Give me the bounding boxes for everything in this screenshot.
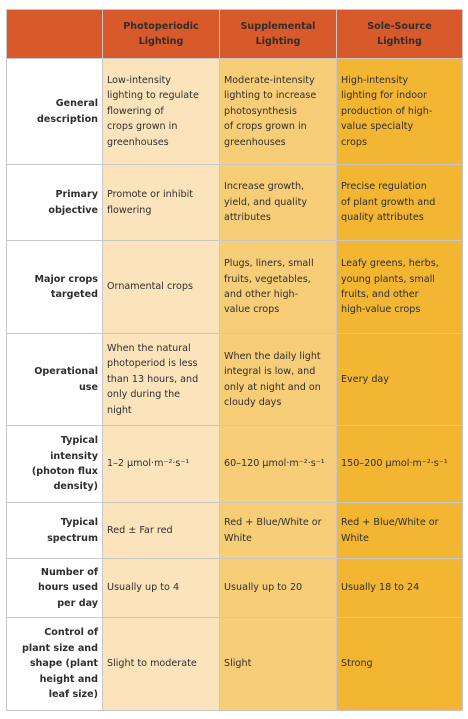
cell-text: Red ± Far red [107, 524, 173, 536]
cell-sole-source: Red + Blue/White or White [336, 502, 463, 559]
row-label: Operational use [6, 333, 103, 426]
header-photoperiodic: Photoperiodic Lighting [102, 9, 220, 59]
row-typical-spectrum: Typical spectrum Red ± Far red Red + Blu… [6, 502, 463, 559]
cell-supplemental: Moderate-intensity lighting to increase … [219, 58, 337, 165]
cell-photoperiodic: Low-intensity lighting to regulate flowe… [102, 58, 220, 165]
row-major-crops: Major crops targeted Ornamental crops Pl… [6, 240, 463, 334]
cell-text: Slight to moderate [107, 658, 197, 670]
cell-photoperiodic: Ornamental crops [102, 240, 220, 334]
cell-text: Red + Blue/White or White [224, 517, 322, 544]
row-label: Primary objective [6, 164, 103, 241]
cell-photoperiodic: Promote or inhibit flowering [102, 164, 220, 241]
cell-text: Increase growth, yield, and quality attr… [224, 181, 308, 224]
cell-supplemental: When the daily light integral is low, an… [219, 333, 337, 426]
row-control-of-plant-size: Control of plant size and shape (plant h… [6, 617, 463, 711]
cell-text: Red + Blue/White or White [341, 517, 439, 544]
cell-text: Every day [341, 373, 389, 385]
cell-text: 150–200 µmol·m⁻²·s⁻¹ [341, 458, 448, 470]
lighting-comparison-table: Photoperiodic Lighting Supplemental Ligh… [6, 9, 463, 711]
cell-text: Moderate-intensity lighting to increase … [224, 74, 317, 148]
header-supplemental: Supplemental Lighting [219, 9, 337, 59]
cell-text: Plugs, liners, small fruits, vegetables,… [224, 258, 314, 316]
cell-sole-source: Usually 18 to 24 [336, 558, 463, 618]
cell-text: Usually up to 4 [107, 582, 180, 594]
cell-photoperiodic: When the natural photoperiod is less tha… [102, 333, 220, 426]
cell-sole-source: Strong [336, 617, 463, 711]
cell-text: High-intensity lighting for indoor produ… [341, 74, 433, 148]
row-operational-use: Operational use When the natural photope… [6, 333, 463, 426]
cell-text: 60–120 µmol·m⁻²·s⁻¹ [224, 458, 325, 470]
row-primary-objective: Primary objective Promote or inhibit flo… [6, 164, 463, 241]
cell-text: When the daily light integral is low, an… [224, 350, 321, 408]
cell-photoperiodic: 1–2 µmol·m⁻²·s⁻¹ [102, 425, 220, 503]
row-label: Typical intensity (photon flux density) [6, 425, 103, 503]
cell-supplemental: Red + Blue/White or White [219, 502, 337, 559]
row-label: Number of hours used per day [6, 558, 103, 618]
cell-sole-source: Leafy greens, herbs, young plants, small… [336, 240, 463, 334]
row-typical-intensity: Typical intensity (photon flux density) … [6, 425, 463, 503]
cell-supplemental: 60–120 µmol·m⁻²·s⁻¹ [219, 425, 337, 503]
cell-text: Leafy greens, herbs, young plants, small… [341, 258, 439, 316]
header-sole-source: Sole-Source Lighting [336, 9, 463, 59]
row-label: Typical spectrum [6, 502, 103, 559]
cell-text: Slight [224, 658, 252, 670]
cell-text: When the natural photoperiod is less tha… [107, 342, 199, 416]
cell-photoperiodic: Usually up to 4 [102, 558, 220, 618]
cell-photoperiodic: Slight to moderate [102, 617, 220, 711]
header-row: Photoperiodic Lighting Supplemental Ligh… [6, 9, 463, 59]
cell-supplemental: Usually up to 20 [219, 558, 337, 618]
cell-text: Usually up to 20 [224, 582, 303, 594]
header-corner-cell [6, 9, 103, 59]
cell-sole-source: Precise regulation of plant growth and q… [336, 164, 463, 241]
row-label: Major crops targeted [6, 240, 103, 334]
cell-sole-source: Every day [336, 333, 463, 426]
cell-supplemental: Plugs, liners, small fruits, vegetables,… [219, 240, 337, 334]
cell-text: Promote or inhibit flowering [107, 189, 194, 216]
cell-sole-source: High-intensity lighting for indoor produ… [336, 58, 463, 165]
cell-text: Strong [341, 658, 373, 670]
row-general-description: General description Low-intensity lighti… [6, 58, 463, 165]
cell-text: Ornamental crops [107, 281, 193, 293]
row-label: Control of plant size and shape (plant h… [6, 617, 103, 711]
row-label: General description [6, 58, 103, 165]
cell-text: Precise regulation of plant growth and q… [341, 181, 436, 224]
row-hours-per-day: Number of hours used per day Usually up … [6, 558, 463, 618]
cell-sole-source: 150–200 µmol·m⁻²·s⁻¹ [336, 425, 463, 503]
cell-photoperiodic: Red ± Far red [102, 502, 220, 559]
cell-text: Low-intensity lighting to regulate flowe… [107, 74, 199, 148]
cell-supplemental: Slight [219, 617, 337, 711]
cell-text: 1–2 µmol·m⁻²·s⁻¹ [107, 458, 190, 470]
cell-supplemental: Increase growth, yield, and quality attr… [219, 164, 337, 241]
cell-text: Usually 18 to 24 [341, 582, 420, 594]
